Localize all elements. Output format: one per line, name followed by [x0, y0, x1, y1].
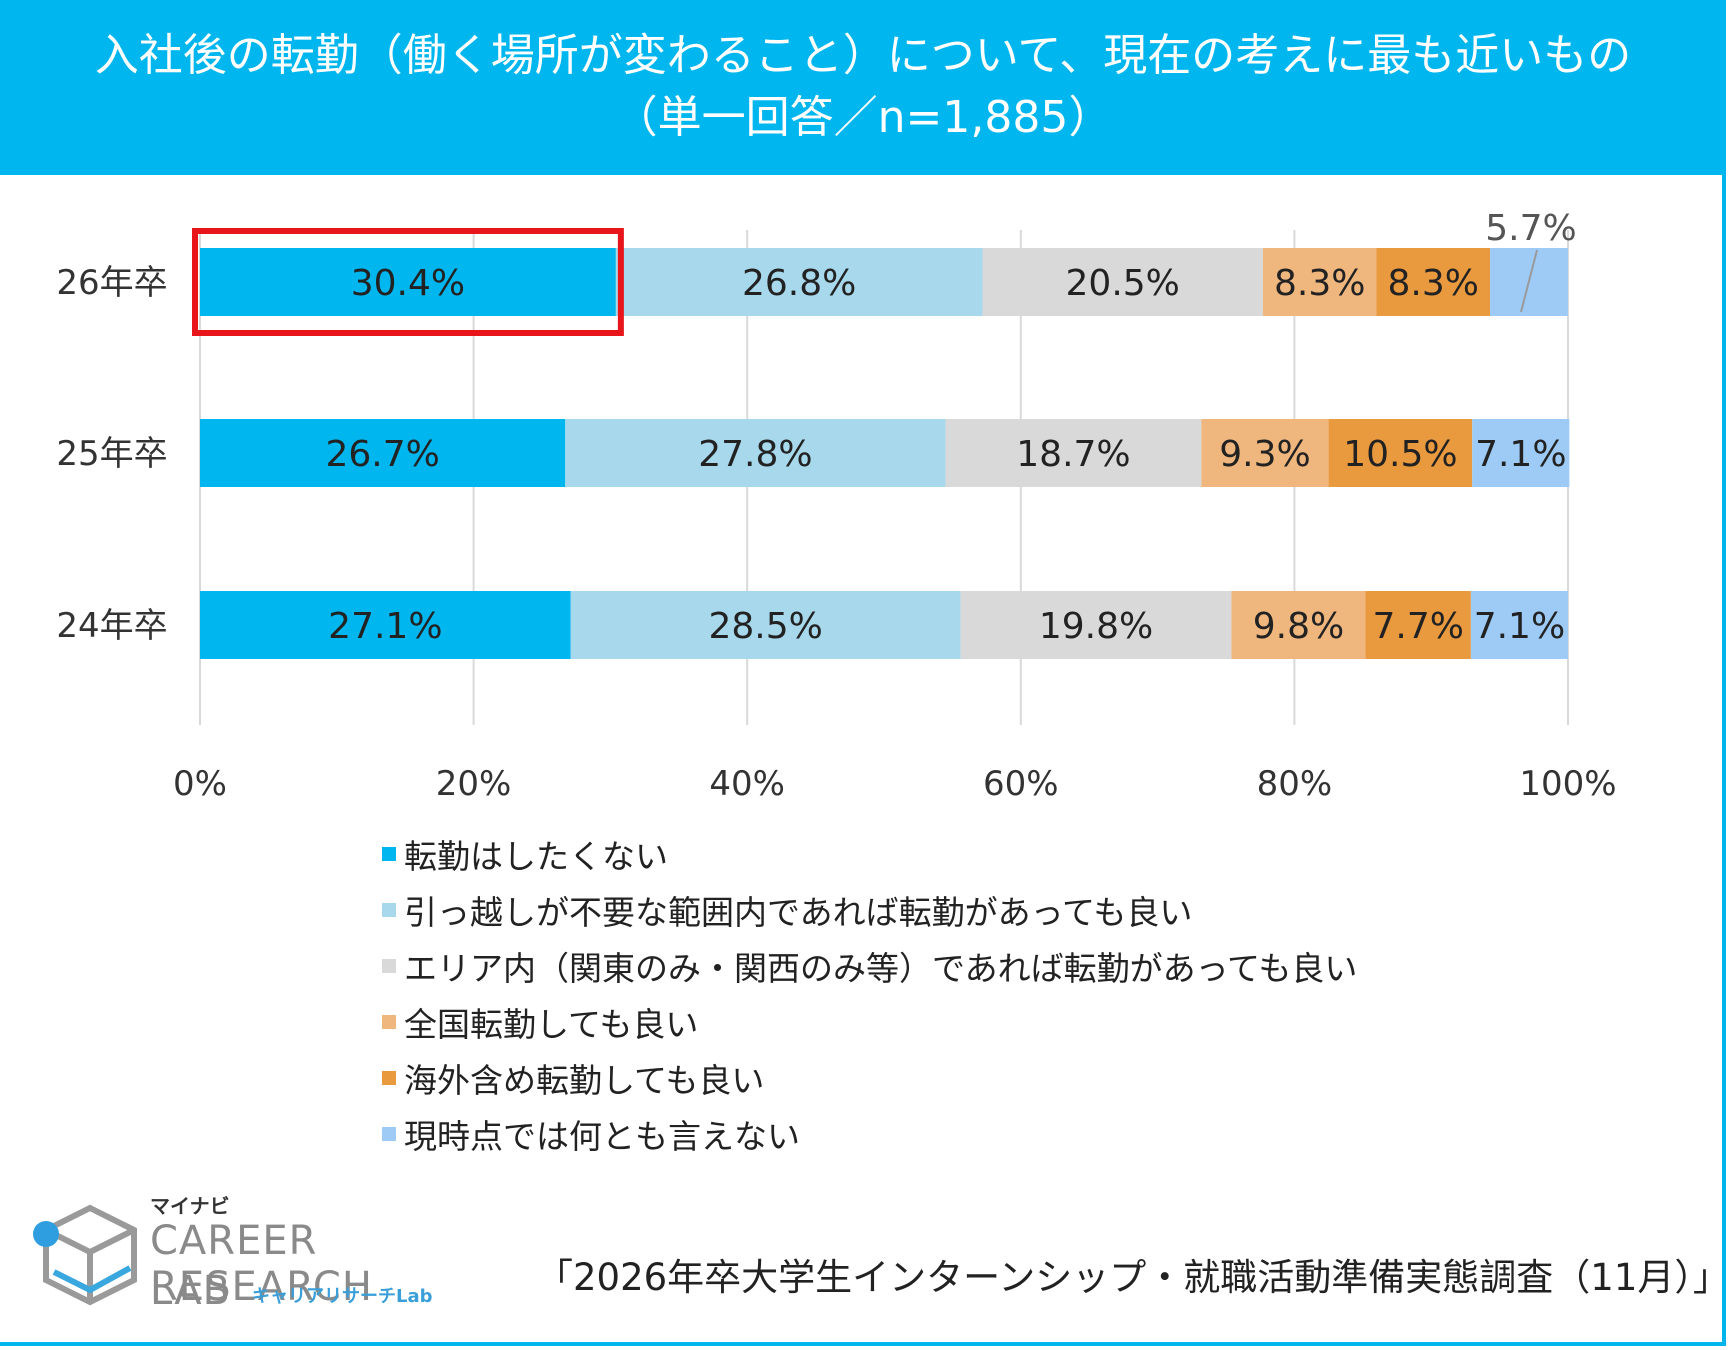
data-label: 26.7%: [325, 434, 439, 475]
bar-layer: [200, 248, 1570, 659]
data-label: 27.1%: [328, 606, 442, 647]
callout-leader-line: [1520, 249, 1538, 313]
legend-swatch: [382, 1015, 396, 1029]
legend-item: 全国転勤しても良い: [382, 994, 1357, 1050]
x-tick-label: 60%: [983, 764, 1059, 804]
data-label: 8.3%: [1274, 263, 1365, 304]
legend-item: 海外含め転勤しても良い: [382, 1050, 1357, 1106]
logo-brand: マイナビ: [150, 1194, 230, 1218]
legend-label: 転勤はしたくない: [404, 837, 668, 876]
bar-segment: [960, 591, 1232, 659]
bar-segment: [1376, 248, 1491, 316]
bar-segment: [982, 248, 1263, 316]
career-research-lab-logo: マイナビ CAREER RESEARCH LAB キャリアリサーチLab: [30, 1190, 510, 1320]
legend-item: 現時点では何とも言えない: [382, 1106, 1357, 1162]
category-label: 26年卒: [56, 263, 167, 303]
data-label: 18.7%: [1016, 434, 1130, 475]
data-label: 28.5%: [708, 606, 822, 647]
bar-segment: [200, 419, 566, 487]
bar-segment: [1472, 419, 1570, 487]
bar-segment: [1470, 591, 1568, 659]
data-label: 10.5%: [1343, 434, 1457, 475]
bar-segment: [1231, 591, 1366, 659]
legend-swatch: [382, 847, 396, 861]
x-tick-label: 0%: [173, 764, 227, 804]
legend-item: エリア内（関東のみ・関西のみ等）であれば転勤があっても良い: [382, 938, 1357, 994]
logo-sub: キャリアリサーチLab: [252, 1286, 433, 1307]
legend-label: 引っ越しが不要な範囲内であれば転勤があっても良い: [404, 893, 1193, 932]
callout-label: 5.7%: [1485, 208, 1576, 249]
stacked-bar-chart: 0% 20% 40% 60% 80% 100% 26年卒 25年卒 24年卒 30.4% 26.…: [56, 208, 1617, 804]
legend-label: 現時点では何とも言えない: [404, 1117, 800, 1156]
data-label: 26.8%: [742, 263, 856, 304]
legend-label: 全国転勤しても良い: [404, 1005, 699, 1044]
data-label-layer: 30.4% 26.8% 20.5% 8.3% 8.3%5.7%26.7% 27.8% 18.…: [325, 208, 1576, 647]
data-label: 20.5%: [1066, 263, 1180, 304]
bar-segment: [615, 248, 983, 316]
data-label: 7.1%: [1475, 434, 1566, 475]
legend-label: エリア内（関東のみ・関西のみ等）であれば転勤があっても良い: [404, 949, 1358, 988]
bar-segment: [1365, 591, 1471, 659]
x-axis: 0% 20% 40% 60% 80% 100%: [173, 764, 1617, 804]
legend-swatch: [382, 1127, 396, 1141]
logo-main-line2: LAB: [150, 1268, 232, 1314]
bar-segment: [565, 419, 946, 487]
bar-segment: [200, 248, 616, 316]
legend-swatch: [382, 903, 396, 917]
data-label: 19.8%: [1039, 606, 1153, 647]
data-label: 7.1%: [1474, 606, 1565, 647]
data-label: 9.8%: [1253, 606, 1344, 647]
legend-item: 転勤はしたくない: [382, 826, 1357, 882]
x-tick-label: 40%: [709, 764, 785, 804]
category-label: 24年卒: [56, 606, 167, 646]
bar-segment: [200, 591, 571, 659]
bar-segment: [945, 419, 1202, 487]
x-tick-label: 80%: [1257, 764, 1333, 804]
bar-segment: [1262, 248, 1377, 316]
x-tick-label: 20%: [436, 764, 512, 804]
y-axis: 26年卒 25年卒 24年卒: [56, 263, 167, 646]
chart-header: 入社後の転勤（働く場所が変わること）について、現在の考えに最も近いもの （単一回…: [0, 0, 1726, 175]
data-label: 7.7%: [1372, 606, 1463, 647]
data-label: 27.8%: [698, 434, 812, 475]
data-label: 30.4%: [351, 263, 465, 304]
legend-swatch: [382, 1071, 396, 1085]
logo-main-line1: CAREER RESEARCH: [150, 1218, 373, 1310]
legend-label: 海外含め転勤しても良い: [404, 1061, 765, 1100]
legend: 転勤はしたくない引っ越しが不要な範囲内であれば転勤があっても良いエリア内（関東の…: [382, 826, 1357, 1162]
overlay-layer: [192, 228, 1538, 336]
chart-subtitle: （単一回答／n=1,885）: [613, 92, 1113, 143]
x-tick-label: 100%: [1519, 764, 1616, 804]
legend-swatch: [382, 959, 396, 973]
legend-item: 引っ越しが不要な範囲内であれば転勤があっても良い: [382, 882, 1357, 938]
bar-segment: [570, 591, 961, 659]
category-label: 25年卒: [56, 434, 167, 474]
data-label: 8.3%: [1388, 263, 1479, 304]
logo-cube-icon: [33, 1204, 137, 1306]
source-citation: 「2026年卒大学生インターンシップ・就職活動準備実態調査（11月）」: [536, 1256, 1730, 1299]
bar-segment: [1201, 419, 1329, 487]
data-label: 9.3%: [1219, 434, 1310, 475]
chart-title: 入社後の転勤（働く場所が変わること）について、現在の考えに最も近いもの: [94, 30, 1632, 81]
bar-segment: [1328, 419, 1473, 487]
highlight-box: [192, 228, 624, 336]
